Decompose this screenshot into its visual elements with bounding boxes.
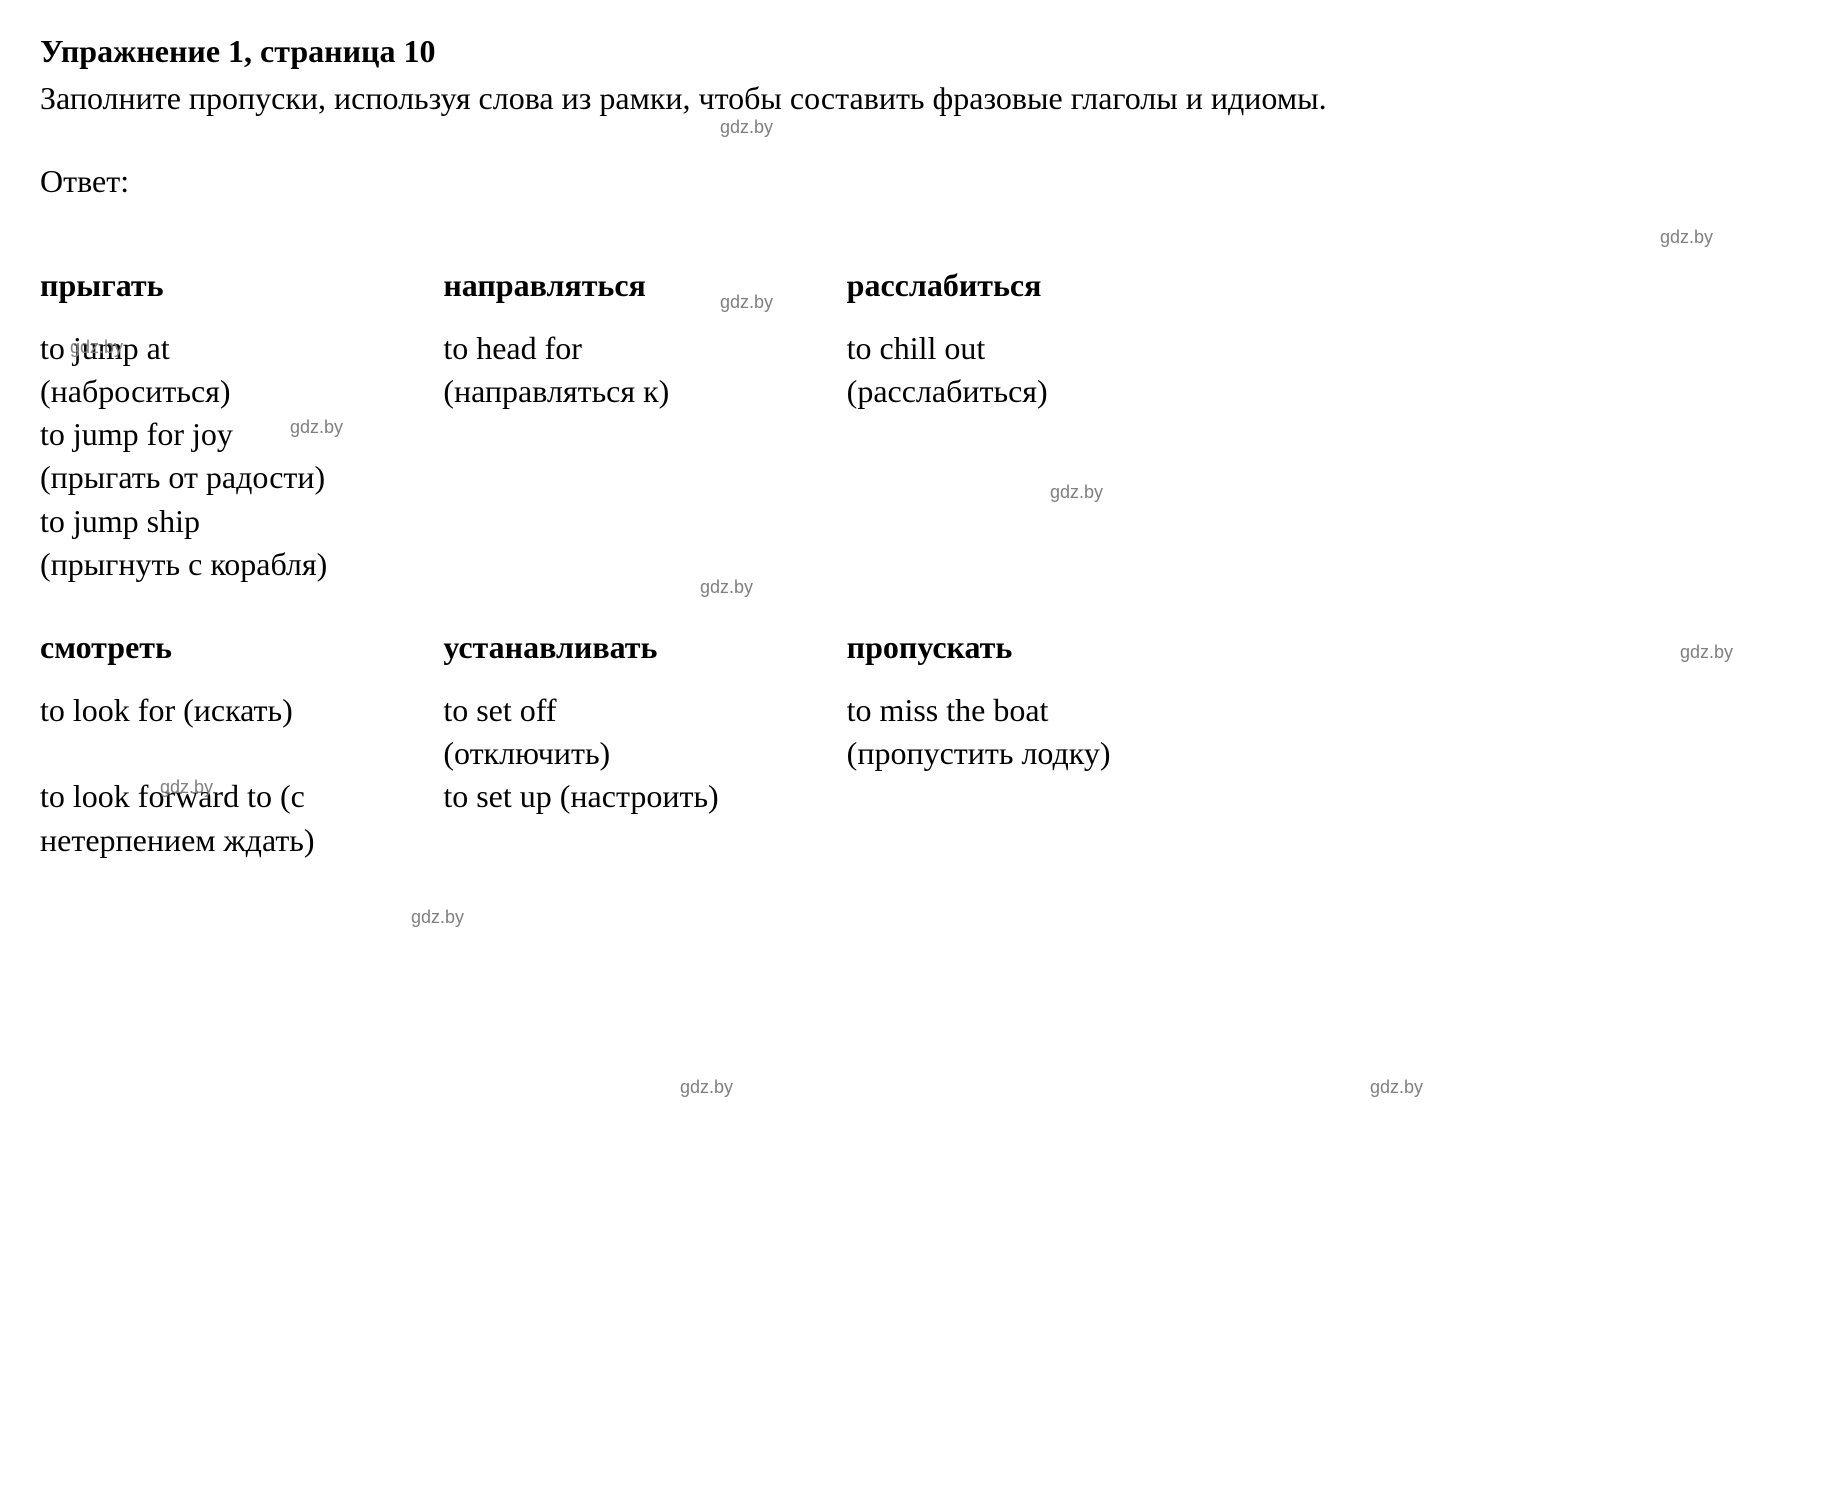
phrase-line: (прыгнуть с корабля) bbox=[40, 543, 433, 586]
phrase-line: (наброситься) bbox=[40, 370, 433, 413]
phrase-line: to chill out bbox=[847, 327, 1240, 370]
phrase-line: to set off bbox=[443, 689, 836, 732]
column-content-chill: to chill out (расслабиться) bbox=[847, 327, 1240, 413]
column-header-look: смотреть bbox=[40, 626, 433, 669]
exercise-title: Упражнение 1, страница 10 bbox=[40, 30, 1801, 73]
phrase-line: to jump at bbox=[40, 327, 433, 370]
watermark: gdz.by bbox=[411, 905, 464, 929]
column-content-set: to set off (отключить) to set up (настро… bbox=[443, 689, 836, 819]
phrase-line: (пропустить лодку) bbox=[847, 732, 1240, 775]
phrase-line: to miss the boat bbox=[847, 689, 1240, 732]
column-content-miss: to miss the boat (пропустить лодку) bbox=[847, 689, 1240, 775]
column-header-miss: пропускать bbox=[847, 626, 1240, 669]
column-content-head: to head for (направляться к) bbox=[443, 327, 836, 413]
phrase-line: (прыгать от радости) bbox=[40, 456, 433, 499]
phrase-line: to head for bbox=[443, 327, 836, 370]
column-header-jump: прыгать bbox=[40, 264, 433, 307]
phrase-line: to set up (настроить) bbox=[443, 775, 836, 818]
phrase-line: to look forward to (с bbox=[40, 775, 433, 818]
phrase-line: to jump ship bbox=[40, 500, 433, 543]
watermark: gdz.by bbox=[680, 1075, 733, 1099]
phrase-line: (расслабиться) bbox=[847, 370, 1240, 413]
column-jump: прыгать to jump at (наброситься) to jump… bbox=[40, 264, 433, 586]
exercise-instructions: Заполните пропуски, используя слова из р… bbox=[40, 77, 1801, 120]
column-content-look: to look for (искать) to look forward to … bbox=[40, 689, 433, 862]
column-head: направляться to head for (направляться к… bbox=[443, 264, 836, 586]
phrase-line bbox=[40, 732, 433, 775]
phrase-line: to look for (искать) bbox=[40, 689, 433, 732]
column-header-set: устанавливать bbox=[443, 626, 836, 669]
answer-label: Ответ: bbox=[40, 160, 1801, 203]
watermark: gdz.by bbox=[1660, 225, 1713, 249]
phrase-line: (направляться к) bbox=[443, 370, 836, 413]
column-header-head: направляться bbox=[443, 264, 836, 307]
column-chill: расслабиться to chill out (расслабиться) bbox=[847, 264, 1240, 586]
phrase-line: to jump for joy bbox=[40, 413, 433, 456]
answer-grid: прыгать to jump at (наброситься) to jump… bbox=[40, 264, 1240, 862]
phrase-line: (отключить) bbox=[443, 732, 836, 775]
column-look: смотреть to look for (искать) to look fo… bbox=[40, 626, 433, 862]
column-miss: пропускать to miss the boat (пропустить … bbox=[847, 626, 1240, 862]
column-header-chill: расслабиться bbox=[847, 264, 1240, 307]
watermark: gdz.by bbox=[1370, 1075, 1423, 1099]
column-set: устанавливать to set off (отключить) to … bbox=[443, 626, 836, 862]
column-content-jump: to jump at (наброситься) to jump for joy… bbox=[40, 327, 433, 586]
phrase-line: нетерпением ждать) bbox=[40, 819, 433, 862]
watermark: gdz.by bbox=[1680, 640, 1733, 664]
